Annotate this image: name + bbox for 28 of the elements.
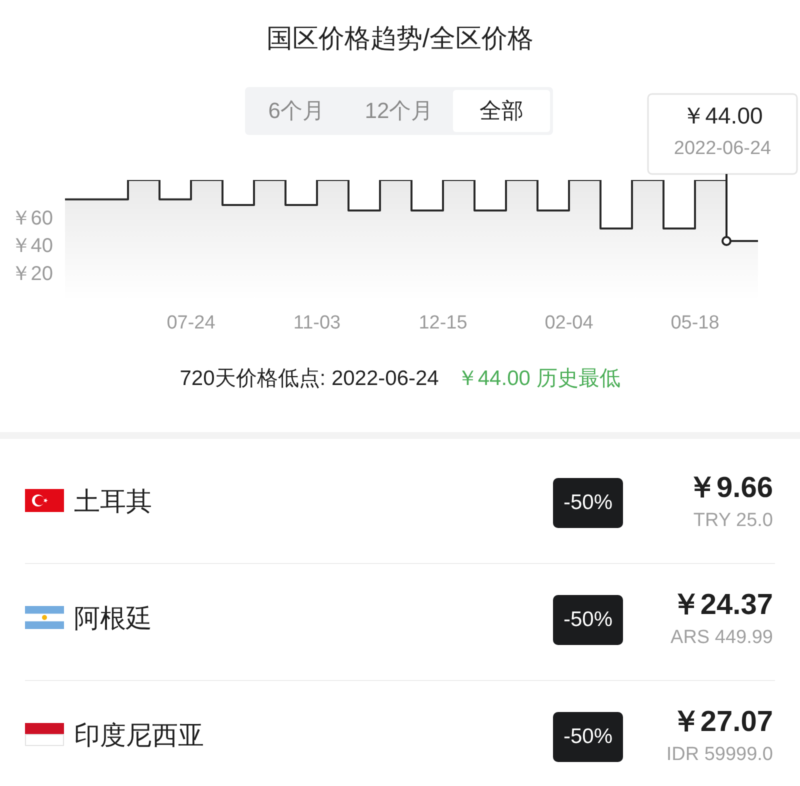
y-tick-label: ￥40: [10, 235, 53, 258]
text: -50%: [563, 608, 613, 632]
text: -50%: [563, 725, 613, 749]
text: ￥27.07: [671, 705, 773, 739]
text: ￥44.00 历史最低: [456, 366, 620, 392]
text: 印度尼西亚: [74, 720, 204, 750]
x-tick-label: 12-15: [418, 312, 468, 334]
text: ￥44.00: [682, 102, 763, 128]
x-tick-label: 02-04: [544, 312, 594, 334]
text: ￥9.66: [688, 471, 773, 505]
x-tick-label: 05-18: [670, 312, 720, 334]
y-tick-label: ￥60: [10, 207, 53, 230]
text: ARS 449.99: [670, 626, 773, 650]
text: -50%: [563, 491, 613, 515]
x-tick-label: 07-24: [166, 312, 216, 334]
text: IDR 59999.0: [666, 743, 773, 767]
text: 12个月: [364, 97, 434, 125]
text: TRY 25.0: [693, 509, 773, 533]
annotation: 2022-06-24: [674, 138, 772, 160]
text: 阿根廷: [74, 603, 152, 633]
chart-title: 国区价格趋势/全区价格: [265, 22, 535, 55]
text: 6个月: [268, 97, 324, 125]
text: 720天价格低点: 2022-06-24: [180, 366, 439, 392]
text: 土耳其: [74, 486, 152, 516]
y-tick-label: ￥20: [10, 262, 53, 285]
text: 全部: [480, 97, 524, 125]
text: ￥24.37: [671, 588, 773, 622]
x-tick-label: 11-03: [293, 312, 341, 334]
